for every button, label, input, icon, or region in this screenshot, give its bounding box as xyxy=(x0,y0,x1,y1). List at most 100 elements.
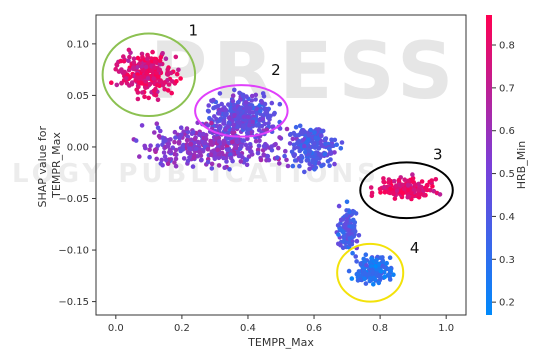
data-point xyxy=(236,120,242,125)
data-point xyxy=(181,156,187,161)
data-point xyxy=(349,276,355,281)
data-point xyxy=(387,277,393,282)
data-point xyxy=(392,178,397,184)
data-point xyxy=(152,130,157,135)
data-point xyxy=(308,127,314,133)
data-point xyxy=(211,105,216,111)
data-point xyxy=(368,276,373,281)
data-point xyxy=(285,163,291,169)
data-point xyxy=(310,159,315,165)
data-point xyxy=(284,157,289,163)
data-point xyxy=(228,152,233,157)
data-point xyxy=(292,146,297,151)
data-point xyxy=(382,184,387,190)
data-point xyxy=(356,233,362,238)
data-point xyxy=(224,112,229,117)
cluster-2-label: 2 xyxy=(271,61,281,79)
data-point xyxy=(338,242,343,248)
data-point xyxy=(299,153,304,159)
data-point xyxy=(376,280,382,286)
data-point xyxy=(238,153,244,158)
data-point xyxy=(346,227,351,233)
data-point xyxy=(223,127,228,132)
data-point xyxy=(261,152,267,157)
data-point xyxy=(147,154,152,160)
data-point xyxy=(353,254,359,259)
data-point xyxy=(224,159,229,164)
data-point xyxy=(336,232,341,237)
data-point xyxy=(254,107,260,112)
data-point xyxy=(335,223,341,228)
data-point xyxy=(157,67,162,72)
data-point xyxy=(144,56,150,62)
data-point xyxy=(241,124,247,129)
data-point xyxy=(346,268,352,274)
data-point xyxy=(273,141,278,147)
data-point xyxy=(370,270,376,275)
data-point xyxy=(205,108,211,114)
data-point xyxy=(192,136,198,142)
data-point xyxy=(350,250,355,256)
data-point xyxy=(419,179,425,184)
data-point xyxy=(235,115,241,120)
data-point xyxy=(212,156,218,162)
data-point xyxy=(312,145,318,150)
data-point xyxy=(123,76,129,81)
data-point xyxy=(354,259,359,264)
data-point xyxy=(122,69,127,75)
cluster-1-ellipse xyxy=(101,32,197,118)
data-point xyxy=(221,155,226,161)
data-point xyxy=(135,96,141,102)
data-point xyxy=(312,130,317,135)
data-point xyxy=(417,192,423,197)
data-point xyxy=(214,123,219,129)
data-point xyxy=(209,161,215,167)
data-point xyxy=(255,147,261,153)
data-point xyxy=(262,101,268,107)
data-point xyxy=(153,93,159,98)
colorbar-tick-label: 0.2 xyxy=(499,298,515,309)
x-tick-label: 0.4 xyxy=(240,323,256,334)
data-point xyxy=(341,234,347,239)
data-point xyxy=(269,147,275,153)
data-point xyxy=(168,70,174,76)
data-point xyxy=(197,140,202,145)
data-point xyxy=(385,273,391,278)
data-point xyxy=(406,178,411,184)
data-point xyxy=(235,124,241,130)
y-axis-title-line-2: TEMPR_Max xyxy=(50,132,63,199)
data-point xyxy=(137,154,142,159)
data-point xyxy=(437,192,443,197)
data-point xyxy=(230,127,236,133)
data-point xyxy=(238,143,244,148)
data-point xyxy=(246,126,252,132)
data-point xyxy=(173,54,179,60)
data-point xyxy=(172,129,178,135)
data-point xyxy=(216,155,222,161)
data-point xyxy=(277,135,282,140)
data-point xyxy=(113,66,118,72)
data-point xyxy=(127,75,133,80)
data-point xyxy=(265,153,271,159)
data-point xyxy=(168,137,173,142)
data-point xyxy=(250,110,256,115)
data-point xyxy=(219,101,224,107)
data-point xyxy=(306,132,312,138)
data-point xyxy=(413,183,418,188)
data-point xyxy=(382,264,387,270)
data-point xyxy=(270,124,275,130)
data-point xyxy=(297,163,302,169)
data-point xyxy=(290,136,296,142)
data-point xyxy=(151,76,156,81)
data-point xyxy=(322,151,328,157)
data-point xyxy=(263,106,269,112)
data-point xyxy=(142,143,147,149)
data-point xyxy=(253,97,258,102)
data-point xyxy=(369,190,375,196)
data-point xyxy=(307,166,312,172)
data-point xyxy=(371,282,376,287)
data-point xyxy=(143,85,148,91)
data-point xyxy=(126,47,132,53)
